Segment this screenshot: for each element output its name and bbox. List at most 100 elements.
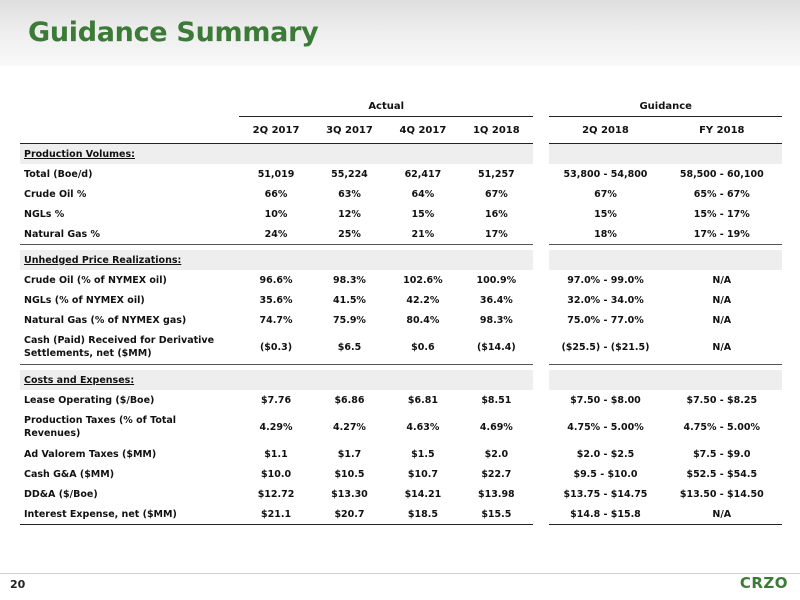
table-cell: 17% - 19%	[661, 224, 782, 245]
table-cell: $52.5 - $54.5	[661, 464, 782, 484]
slide-title: Guidance Summary	[28, 17, 319, 48]
col-header-4q2017: 4Q 2017	[386, 116, 460, 144]
table-cell: $0.6	[386, 330, 460, 365]
table-cell: $10.0	[239, 464, 313, 484]
table-cell: 10%	[239, 204, 313, 224]
table-row: Cash (Paid) Received for Derivative Sett…	[20, 330, 782, 365]
table-cell: N/A	[661, 330, 782, 365]
table-row: NGLs (% of NYMEX oil) 35.6% 41.5% 42.2% 36.4…	[20, 290, 782, 310]
section-spacer	[20, 364, 782, 370]
table-cell: 32.0% - 34.0%	[549, 290, 662, 310]
column-header-row: 2Q 2017 3Q 2017 4Q 2017 1Q 2018 2Q 2018 …	[20, 116, 782, 144]
table-cell: $7.50 - $8.25	[661, 390, 782, 410]
table-cell: ($0.3)	[239, 330, 313, 365]
table-cell: 15% - 17%	[661, 204, 782, 224]
table-cell: 62,417	[386, 164, 460, 184]
table-cell: 25%	[312, 224, 387, 245]
col-header-fy2018: FY 2018	[661, 116, 782, 144]
table-cell: 4.75% - 5.00%	[661, 410, 782, 444]
table-row: Lease Operating ($/Boe) $7.76 $6.86 $6.81 $8…	[20, 390, 782, 410]
group-actual: Actual	[239, 96, 534, 117]
table-cell: 64%	[386, 184, 460, 204]
table-row: Natural Gas % 24% 25% 21% 17% 18% 17% - 19%	[20, 224, 782, 245]
table-cell: 15%	[549, 204, 662, 224]
table-cell: 65% - 67%	[661, 184, 782, 204]
table-row: NGLs % 10% 12% 15% 16% 15% 15% - 17%	[20, 204, 782, 224]
row-label: Cash G&A ($MM)	[20, 464, 240, 484]
table-cell: 4.29%	[239, 410, 313, 444]
section-title: Costs and Expenses:	[20, 370, 240, 390]
row-label: Lease Operating ($/Boe)	[20, 390, 240, 410]
table-cell: $12.72	[239, 484, 313, 504]
table-cell: $2.0	[459, 444, 534, 464]
col-header-3q2017: 3Q 2017	[312, 116, 387, 144]
table-cell: 75.0% - 77.0%	[549, 310, 662, 330]
table-cell: 41.5%	[312, 290, 387, 310]
table-cell: 98.3%	[459, 310, 534, 330]
table-cell: $1.5	[386, 444, 460, 464]
row-label: Cash (Paid) Received for Derivative Sett…	[20, 330, 240, 365]
table-cell: 51,257	[459, 164, 534, 184]
table-cell: 53,800 - 54,800	[549, 164, 662, 184]
table-cell: 100.9%	[459, 270, 534, 290]
title-band	[0, 0, 800, 66]
table-cell: $6.5	[312, 330, 387, 365]
table-cell: 35.6%	[239, 290, 313, 310]
table-cell: $7.50 - $8.00	[549, 390, 662, 410]
table-cell: $6.86	[312, 390, 387, 410]
table-cell: N/A	[661, 504, 782, 525]
row-label: DD&A ($/Boe)	[20, 484, 240, 504]
table-cell: $10.7	[386, 464, 460, 484]
section-header-row: Costs and Expenses:	[20, 370, 782, 390]
col-header-1q2018: 1Q 2018	[459, 116, 534, 144]
group-guidance: Guidance	[549, 96, 782, 117]
table-cell: N/A	[661, 310, 782, 330]
col-header-2q2017: 2Q 2017	[239, 116, 313, 144]
guidance-table: Actual Guidance 2Q 2017 3Q 2017 4Q 2017 …	[20, 96, 782, 525]
table-cell: 36.4%	[459, 290, 534, 310]
row-label: Production Taxes (% of Total Revenues)	[20, 410, 240, 444]
table-cell: 17%	[459, 224, 534, 245]
table-cell: $2.0 - $2.5	[549, 444, 662, 464]
table-cell: 80.4%	[386, 310, 460, 330]
table-row: Crude Oil (% of NYMEX oil) 96.6% 98.3% 102.…	[20, 270, 782, 290]
table-row: DD&A ($/Boe) $12.72 $13.30 $14.21 $13.98 $13.…	[20, 484, 782, 504]
col-header-2q2018: 2Q 2018	[549, 116, 662, 144]
row-label: Interest Expense, net ($MM)	[20, 504, 240, 525]
table-cell: 58,500 - 60,100	[661, 164, 782, 184]
company-logo: CRZO	[739, 574, 788, 592]
table-cell: $1.1	[239, 444, 313, 464]
table-cell: $13.30	[312, 484, 387, 504]
page-number: 20	[10, 578, 26, 591]
group-header-row: Actual Guidance	[20, 96, 782, 117]
table-cell: $13.75 - $14.75	[549, 484, 662, 504]
table-cell: $10.5	[312, 464, 387, 484]
table-cell: 66%	[239, 184, 313, 204]
table-cell: $14.8 - $15.8	[549, 504, 662, 525]
row-label: NGLs %	[20, 204, 240, 224]
section-spacer	[20, 244, 782, 250]
table-cell: ($25.5) - ($21.5)	[549, 330, 662, 365]
row-label: Natural Gas %	[20, 224, 240, 245]
table-cell: $14.21	[386, 484, 460, 504]
table-cell: 75.9%	[312, 310, 387, 330]
table-cell: $13.98	[459, 484, 534, 504]
table-cell: $13.50 - $14.50	[661, 484, 782, 504]
table-cell: 42.2%	[386, 290, 460, 310]
row-label: Total (Boe/d)	[20, 164, 240, 184]
table-cell: 21%	[386, 224, 460, 245]
table-row: Cash G&A ($MM) $10.0 $10.5 $10.7 $22.7 $9.5 -…	[20, 464, 782, 484]
table-cell: 96.6%	[239, 270, 313, 290]
table-cell: 4.69%	[459, 410, 534, 444]
row-label: Crude Oil %	[20, 184, 240, 204]
table-row: Total (Boe/d) 51,019 55,224 62,417 51,257 53,…	[20, 164, 782, 184]
table-cell: 18%	[549, 224, 662, 245]
row-label: NGLs (% of NYMEX oil)	[20, 290, 240, 310]
table-row: Ad Valorem Taxes ($MM) $1.1 $1.7 $1.5 $2.0 $2…	[20, 444, 782, 464]
section-header-row: Unhedged Price Realizations:	[20, 250, 782, 270]
table-cell: 97.0% - 99.0%	[549, 270, 662, 290]
table-cell: 24%	[239, 224, 313, 245]
table-row: Production Taxes (% of Total Revenues) 4.…	[20, 410, 782, 444]
table-cell: $20.7	[312, 504, 387, 525]
table-cell: ($14.4)	[459, 330, 534, 365]
